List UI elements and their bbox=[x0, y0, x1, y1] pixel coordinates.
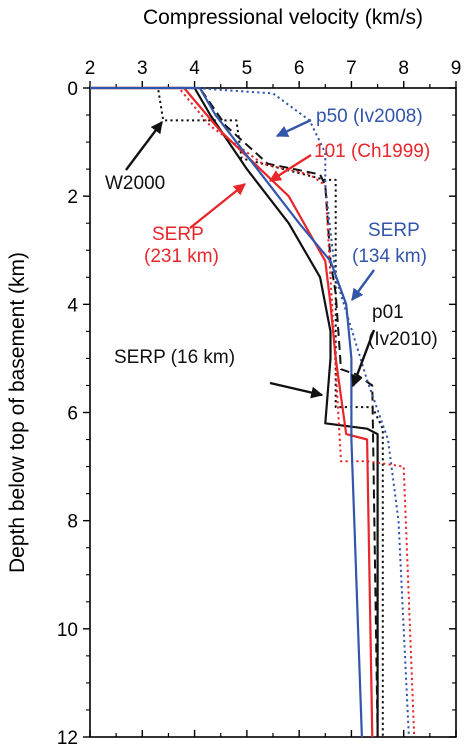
x-tick-label: 5 bbox=[242, 58, 253, 79]
y-tick-label: 10 bbox=[57, 620, 78, 641]
y-tick-label: 4 bbox=[67, 295, 78, 316]
label-serp-16: SERP (16 km) bbox=[114, 347, 235, 368]
annotation-arrow bbox=[268, 153, 312, 183]
y-tick-label: 12 bbox=[57, 728, 78, 749]
annotation-arrow bbox=[351, 329, 376, 388]
x-tick-label: 3 bbox=[137, 58, 148, 79]
x-axis-title: Compressional velocity (km/s) bbox=[143, 6, 423, 29]
x-tick-label: 2 bbox=[85, 58, 96, 79]
label-p01-iv2010: (Iv2010) bbox=[368, 329, 438, 350]
label-serp-231-distance: (231 km) bbox=[144, 246, 219, 267]
label-w2000: W2000 bbox=[105, 173, 165, 194]
series-line-serp-134-km bbox=[90, 86, 363, 738]
annotation-arrows bbox=[125, 118, 376, 399]
series-line-serp-231-km bbox=[90, 86, 374, 738]
x-tick-label: 4 bbox=[189, 58, 200, 79]
label-serp-134: SERP bbox=[368, 220, 420, 241]
label-p50-iv2008: p50 (Iv2008) bbox=[316, 106, 423, 127]
y-tick-label: 8 bbox=[67, 512, 78, 533]
label-p01: p01 bbox=[372, 302, 404, 323]
x-tick-label: 6 bbox=[294, 58, 305, 79]
label-serp-231: SERP bbox=[152, 224, 204, 245]
x-tick-label: 9 bbox=[451, 58, 462, 79]
x-tick-label: 7 bbox=[346, 58, 357, 79]
y-tick-label: 2 bbox=[67, 187, 78, 208]
annotation-arrow bbox=[125, 121, 163, 171]
y-axis-title: Depth below top of basement (km) bbox=[6, 252, 29, 573]
annotation-arrow bbox=[269, 381, 324, 399]
y-tick-label: 6 bbox=[67, 404, 78, 425]
annotation-arrow bbox=[351, 269, 375, 301]
x-tick-label: 8 bbox=[398, 58, 409, 79]
label-101-ch1999: 101 (Ch1999) bbox=[314, 141, 430, 162]
annotation-arrow bbox=[275, 118, 312, 138]
series-line-101-ch1999 bbox=[90, 87, 416, 738]
series-line-serp-16-km bbox=[90, 86, 379, 737]
label-serp-134-distance: (134 km) bbox=[352, 246, 427, 267]
annotation-arrow bbox=[189, 183, 246, 229]
y-tick-label: 0 bbox=[67, 79, 78, 100]
series-line-p50-iv2008 bbox=[90, 87, 410, 738]
